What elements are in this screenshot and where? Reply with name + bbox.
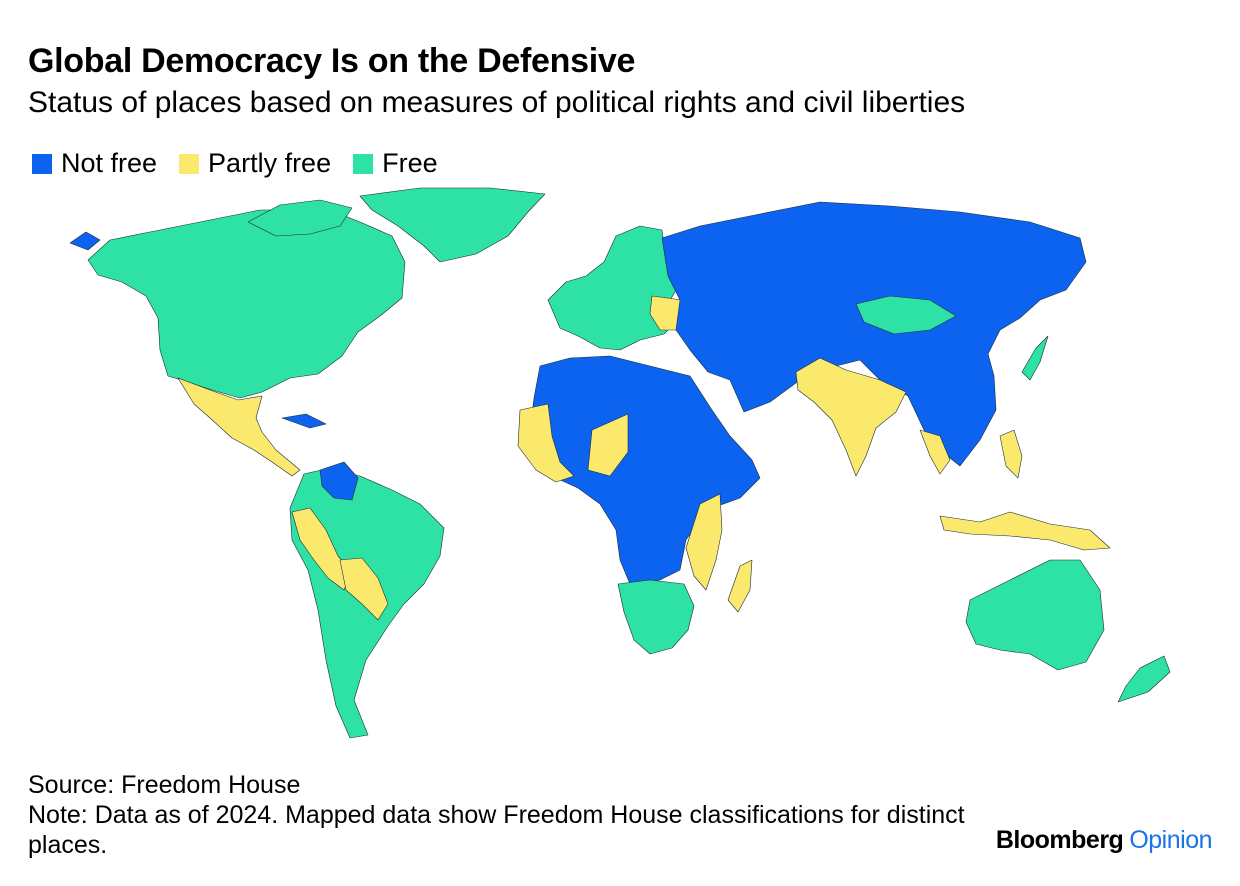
world-map bbox=[69, 187, 1171, 739]
footer: Source: Freedom House Note: Data as of 2… bbox=[28, 770, 978, 860]
legend-label-not-free: Not free bbox=[61, 148, 158, 178]
region-japan bbox=[1021, 335, 1049, 381]
region-east-africa bbox=[685, 493, 723, 591]
region-madagascar bbox=[727, 559, 753, 613]
region-russia-asia bbox=[661, 201, 1087, 467]
legend-swatch-free bbox=[353, 153, 374, 174]
region-australia bbox=[965, 559, 1105, 671]
region-philippines bbox=[999, 429, 1023, 479]
region-venezuela bbox=[319, 461, 359, 501]
region-greenland bbox=[359, 187, 546, 263]
region-mexico bbox=[177, 377, 301, 477]
legend-swatch-partly-free bbox=[179, 153, 200, 174]
region-se-asia bbox=[919, 429, 951, 475]
legend-label-partly-free: Partly free bbox=[208, 148, 332, 178]
chart-subtitle: Status of places based on measures of po… bbox=[28, 86, 966, 119]
region-alaska-tip bbox=[69, 231, 101, 251]
chart-title: Global Democracy Is on the Defensive bbox=[28, 42, 636, 80]
region-mongolia bbox=[855, 295, 957, 335]
region-indonesia bbox=[939, 511, 1111, 551]
region-europe bbox=[547, 225, 677, 351]
logo-section: Opinion bbox=[1129, 826, 1212, 854]
legend-swatch-not-free bbox=[32, 153, 52, 174]
region-sahel bbox=[587, 413, 629, 477]
region-cuba bbox=[281, 413, 327, 429]
legend-label-free: Free bbox=[382, 148, 438, 178]
region-west-africa bbox=[517, 403, 575, 483]
region-new-zealand bbox=[1117, 655, 1171, 703]
bloomberg-opinion-logo: Bloomberg Opinion bbox=[995, 826, 1213, 855]
logo-brand: Bloomberg bbox=[995, 826, 1124, 854]
region-arctic-islands bbox=[247, 199, 353, 237]
legend-item-not-free: Not free bbox=[32, 148, 157, 179]
region-india bbox=[795, 357, 907, 477]
region-southern-africa bbox=[617, 579, 695, 655]
region-bolivia-paraguay bbox=[339, 557, 389, 621]
source-text: Source: Freedom House bbox=[28, 771, 301, 799]
note-text: Note: Data as of 2024. Mapped data show … bbox=[28, 801, 965, 859]
legend: Not free Partly free Free bbox=[32, 148, 438, 179]
legend-item-partly-free: Partly free bbox=[179, 148, 331, 179]
legend-item-free: Free bbox=[353, 148, 438, 179]
region-canada-usa bbox=[87, 209, 406, 399]
